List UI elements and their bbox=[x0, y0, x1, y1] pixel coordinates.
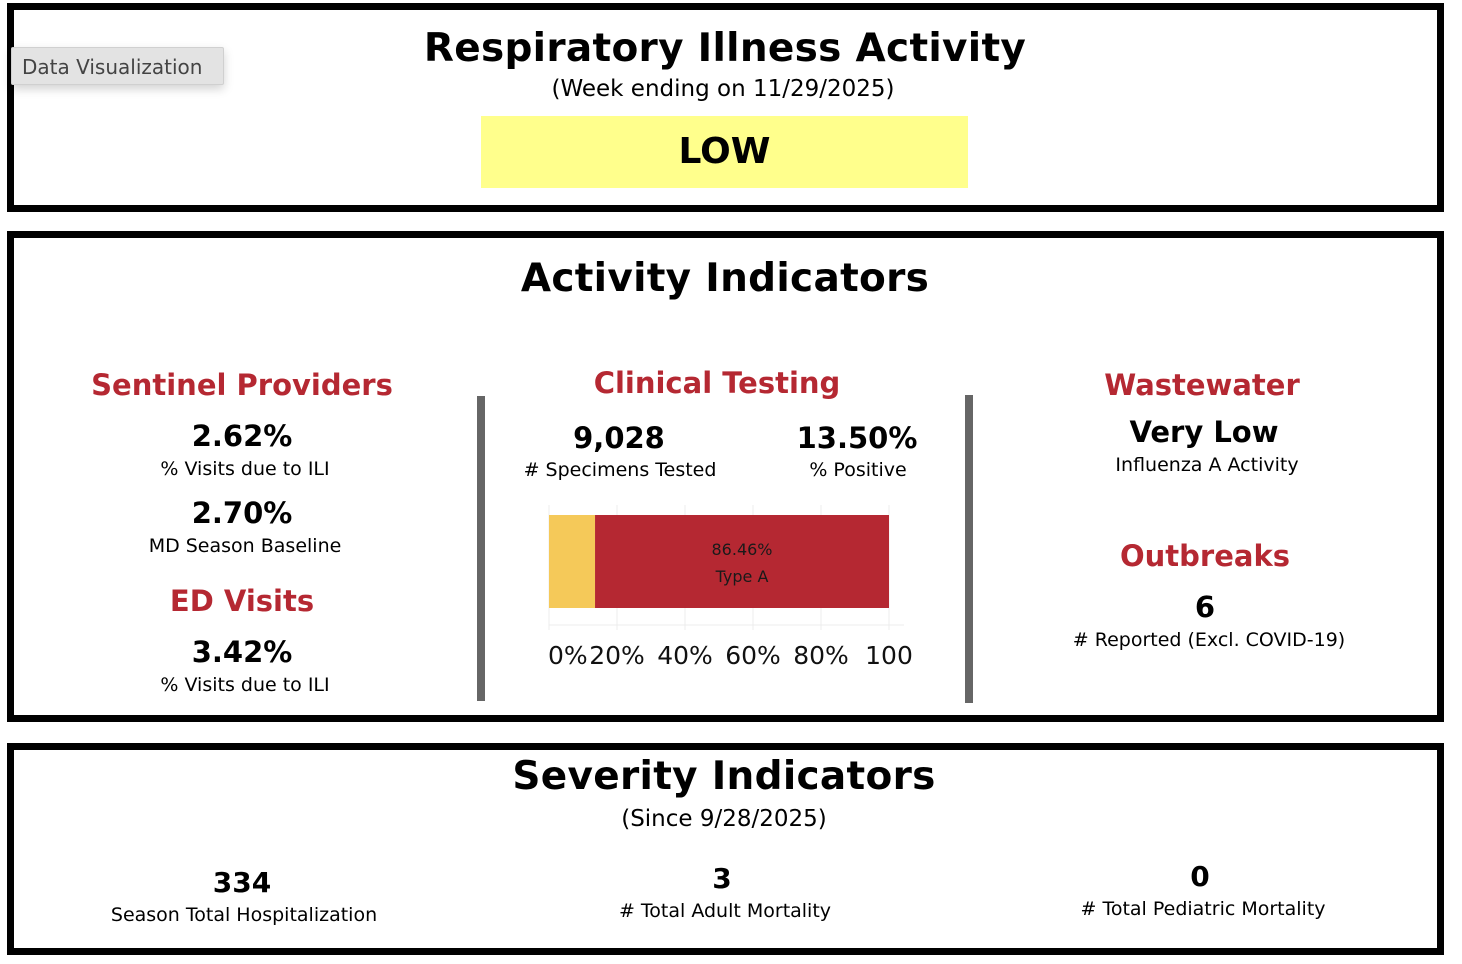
chart-data-label: 86.46% bbox=[712, 540, 773, 559]
chart-data-sublabel: Type A bbox=[715, 567, 769, 586]
sentinel-ili-label: % Visits due to ILI bbox=[160, 458, 330, 480]
chart-tick-label: 0% bbox=[548, 641, 588, 670]
week-ending-subtitle: (Week ending on 11/29/2025) bbox=[551, 76, 895, 102]
sentinel-providers-heading: Sentinel Providers bbox=[91, 368, 393, 402]
specimens-tested-label: # Specimens Tested bbox=[523, 459, 717, 481]
flu-type-chart-svg: 86.46% Type A 0% 20% 40% 60% 80% 100 bbox=[548, 505, 913, 670]
wastewater-heading: Wastewater bbox=[1104, 368, 1300, 402]
sentinel-ili-value: 2.62% bbox=[191, 419, 293, 453]
flu-type-chart: 86.46% Type A 0% 20% 40% 60% 80% 100 bbox=[540, 500, 920, 690]
hospitalization-label: Season Total Hospitalization bbox=[110, 904, 378, 926]
data-visualization-tooltip: Data Visualization bbox=[11, 47, 224, 85]
chart-tick-label: 40% bbox=[657, 641, 713, 670]
severity-indicators-title: Severity Indicators bbox=[512, 754, 936, 799]
clinical-testing-heading: Clinical Testing bbox=[593, 366, 841, 400]
ed-visits-value: 3.42% bbox=[191, 635, 293, 669]
ed-visits-heading: ED Visits bbox=[169, 584, 315, 618]
activity-indicators-title: Activity Indicators bbox=[520, 256, 930, 301]
activity-level-text: LOW bbox=[678, 131, 771, 172]
percent-positive-label: % Positive bbox=[809, 459, 907, 481]
adult-mortality-value: 3 bbox=[712, 862, 732, 895]
chart-bar-segment-type-b bbox=[549, 515, 596, 608]
chart-tick-label: 80% bbox=[793, 641, 849, 670]
chart-tick-label: 20% bbox=[589, 641, 645, 670]
adult-mortality-label: # Total Adult Mortality bbox=[618, 900, 832, 922]
activity-indicators-panel bbox=[7, 231, 1444, 722]
ed-visits-label: % Visits due to ILI bbox=[160, 674, 330, 696]
sentinel-baseline-label: MD Season Baseline bbox=[148, 535, 342, 557]
column-divider-right bbox=[965, 395, 973, 703]
wastewater-level-value: Very Low bbox=[1129, 415, 1279, 449]
outbreaks-label: # Reported (Excl. COVID-19) bbox=[1072, 629, 1346, 651]
page-title: Respiratory Illness Activity bbox=[423, 26, 1027, 71]
chart-tick-label: 60% bbox=[725, 641, 781, 670]
percent-positive-value: 13.50% bbox=[796, 421, 918, 455]
pediatric-mortality-label: # Total Pediatric Mortality bbox=[1080, 898, 1326, 920]
severity-since-subtitle: (Since 9/28/2025) bbox=[621, 806, 827, 832]
activity-level-badge: LOW bbox=[481, 116, 968, 188]
pediatric-mortality-value: 0 bbox=[1190, 860, 1210, 893]
chart-tick-label: 100 bbox=[865, 641, 913, 670]
outbreaks-value: 6 bbox=[1194, 590, 1216, 624]
chart-bar-segment-type-a bbox=[595, 515, 889, 608]
column-divider-left bbox=[477, 396, 485, 701]
wastewater-level-label: Influenza A Activity bbox=[1115, 454, 1299, 476]
severity-indicators-panel bbox=[7, 743, 1444, 955]
sentinel-baseline-value: 2.70% bbox=[191, 496, 293, 530]
outbreaks-heading: Outbreaks bbox=[1119, 539, 1291, 573]
specimens-tested-value: 9,028 bbox=[573, 421, 665, 455]
hospitalization-value: 334 bbox=[212, 866, 272, 899]
